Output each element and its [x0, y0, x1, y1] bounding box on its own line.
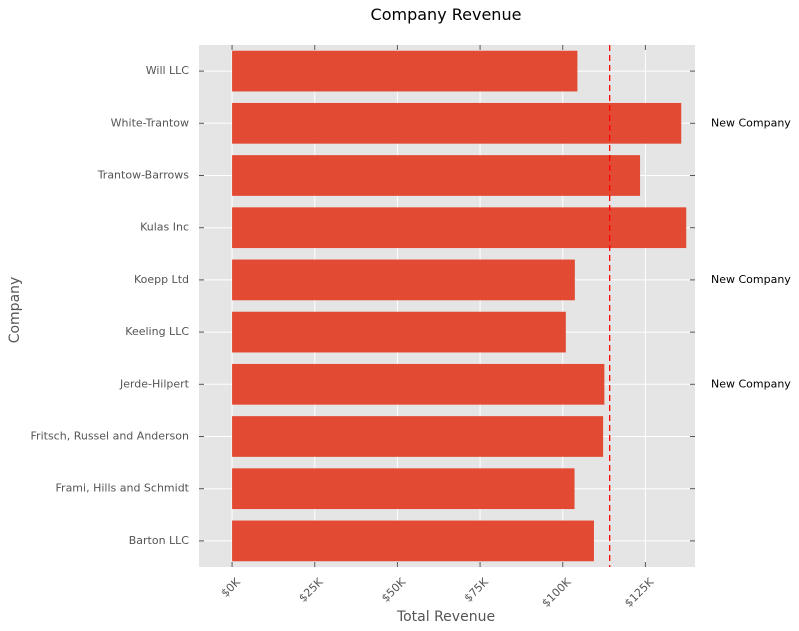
- x-tick-label: $25K: [296, 575, 326, 605]
- y-tick-label: Will LLC: [146, 64, 190, 77]
- new-company-annotation: New Company: [711, 377, 791, 390]
- revenue-bar: [232, 102, 682, 144]
- axis-ticks: [199, 45, 695, 567]
- bars: [232, 50, 687, 562]
- x-tick-label: $50K: [379, 575, 409, 605]
- revenue-bar: [232, 468, 575, 510]
- new-company-annotation: New Company: [711, 273, 791, 286]
- y-tick-label: Jerde-Hilpert: [119, 377, 190, 390]
- y-tick-label: Kulas Inc: [140, 221, 189, 234]
- y-tick-label: Koepp Ltd: [134, 273, 189, 286]
- y-tick-label: Barton LLC: [129, 534, 190, 547]
- x-tick-labels: $0K $25K $50K $75K $100K $125K: [219, 575, 657, 610]
- x-tick-label: $75K: [462, 575, 492, 605]
- x-axis-label: Total Revenue: [396, 609, 495, 625]
- x-tick-label: $100K: [539, 575, 574, 610]
- revenue-bar: [232, 207, 687, 249]
- revenue-bar: [232, 50, 578, 92]
- revenue-bar: [232, 155, 641, 196]
- new-company-annotation: New Company: [711, 116, 791, 129]
- annotations: New Company New Company New Company: [711, 116, 791, 390]
- x-tick-label: $125K: [622, 575, 657, 610]
- revenue-bar: [232, 311, 566, 353]
- revenue-bar: [232, 520, 594, 562]
- y-tick-label: Frami, Hills and Schmidt: [56, 482, 190, 495]
- revenue-bar: [232, 416, 604, 457]
- y-tick-label: Keeling LLC: [125, 325, 189, 338]
- y-tick-label: Trantow-Barrows: [97, 169, 190, 182]
- revenue-bar: [232, 363, 605, 405]
- y-tick-labels: Barton LLC Frami, Hills and Schmidt Fritsc…: [31, 64, 190, 547]
- y-tick-label: Fritsch, Russel and Anderson: [31, 430, 189, 443]
- x-tick-label: $0K: [219, 575, 244, 600]
- revenue-bar: [232, 259, 575, 301]
- y-axis-label: Company: [7, 277, 23, 344]
- chart-title: Company Revenue: [371, 5, 522, 24]
- y-tick-label: White-Trantow: [111, 116, 189, 129]
